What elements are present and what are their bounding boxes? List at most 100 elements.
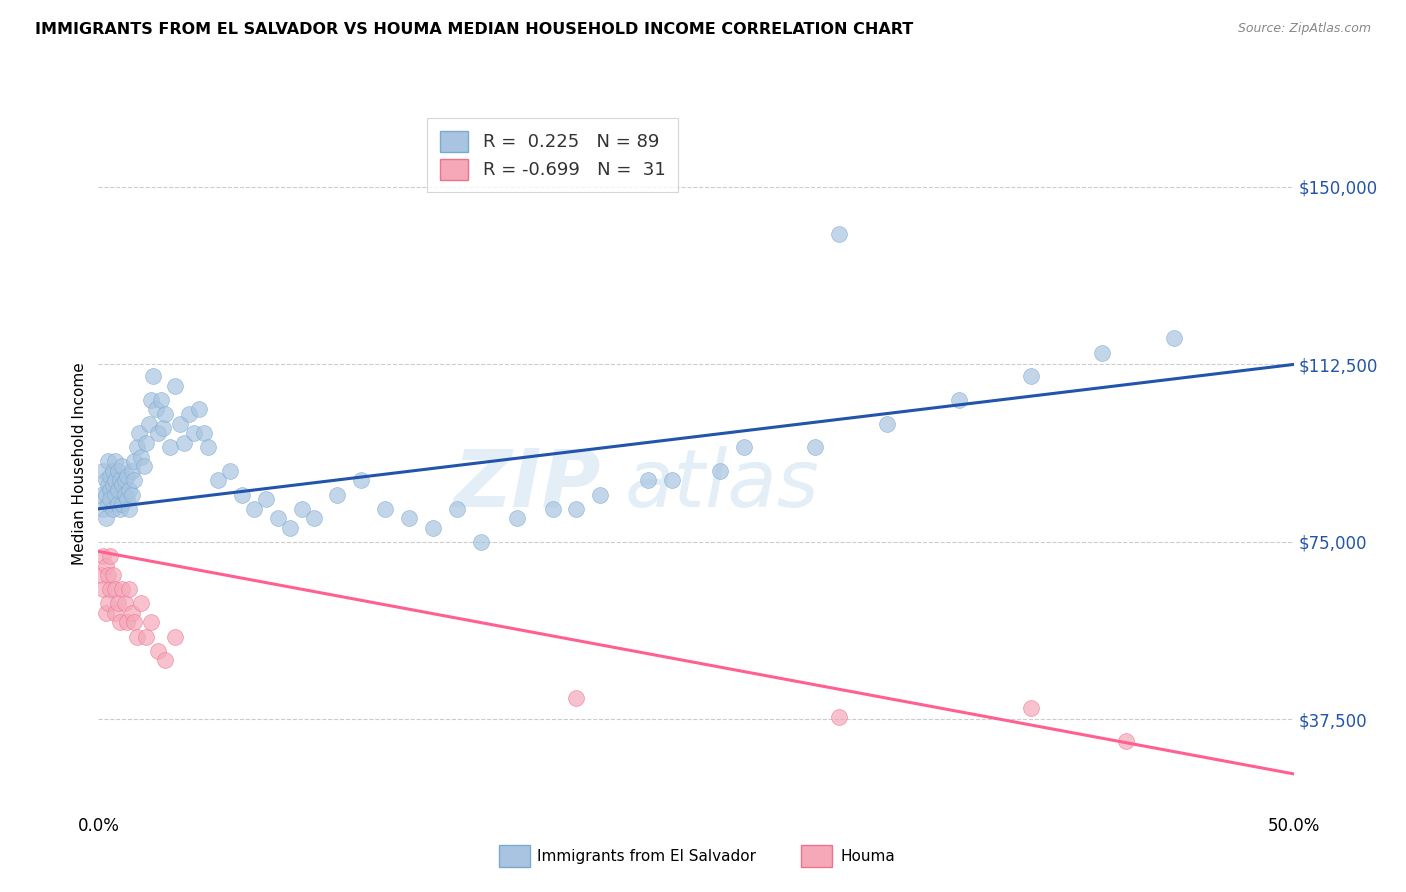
Point xyxy=(733,440,755,454)
Point xyxy=(97,478,120,492)
Point xyxy=(98,549,122,563)
Point xyxy=(128,426,150,441)
Point xyxy=(104,487,127,501)
Point xyxy=(101,478,124,492)
Point xyxy=(1163,331,1185,345)
Point xyxy=(104,454,127,468)
Point xyxy=(104,582,127,597)
Point xyxy=(231,487,253,501)
Point xyxy=(118,483,141,497)
Point xyxy=(152,421,174,435)
Point xyxy=(98,483,122,497)
Point xyxy=(90,487,112,501)
Point xyxy=(94,606,117,620)
Point xyxy=(148,426,170,441)
Point xyxy=(183,426,205,441)
Point xyxy=(709,464,731,478)
Point xyxy=(121,487,143,501)
Point xyxy=(219,464,242,478)
Point xyxy=(155,653,177,667)
Point xyxy=(124,615,146,630)
Point xyxy=(876,417,898,431)
Point xyxy=(446,501,468,516)
Point xyxy=(326,487,349,501)
Point xyxy=(111,478,134,492)
Point xyxy=(101,501,124,516)
Point xyxy=(115,615,138,630)
Text: IMMIGRANTS FROM EL SALVADOR VS HOUMA MEDIAN HOUSEHOLD INCOME CORRELATION CHART: IMMIGRANTS FROM EL SALVADOR VS HOUMA MED… xyxy=(35,22,914,37)
Point xyxy=(1019,700,1042,714)
Point xyxy=(207,474,229,488)
Point xyxy=(159,440,181,454)
Point xyxy=(197,440,219,454)
Point xyxy=(111,582,134,597)
Text: Source: ZipAtlas.com: Source: ZipAtlas.com xyxy=(1237,22,1371,36)
Point xyxy=(138,417,160,431)
Point xyxy=(98,468,122,483)
Point xyxy=(125,630,148,644)
Point xyxy=(1091,345,1114,359)
Point xyxy=(948,392,970,407)
Point xyxy=(1115,733,1137,747)
Point xyxy=(135,630,157,644)
Point xyxy=(94,487,117,501)
Point xyxy=(422,521,444,535)
Point xyxy=(637,474,659,488)
Point xyxy=(121,606,143,620)
Point xyxy=(193,426,215,441)
Point xyxy=(91,501,114,516)
Point xyxy=(101,568,124,582)
Point xyxy=(97,454,120,468)
Point xyxy=(135,435,157,450)
Point xyxy=(506,511,529,525)
Point xyxy=(125,440,148,454)
Point xyxy=(142,369,165,384)
Point xyxy=(565,691,588,706)
Point xyxy=(115,468,138,483)
Point xyxy=(148,644,170,658)
Point xyxy=(179,407,201,421)
Point xyxy=(470,535,492,549)
Point xyxy=(302,511,325,525)
Point xyxy=(115,492,138,507)
Point xyxy=(111,459,134,474)
Point xyxy=(108,474,131,488)
Point xyxy=(107,464,129,478)
Point xyxy=(374,501,396,516)
Point xyxy=(91,582,114,597)
Point xyxy=(132,459,155,474)
Point xyxy=(173,435,195,450)
Text: Immigrants from El Salvador: Immigrants from El Salvador xyxy=(537,849,756,863)
Point xyxy=(139,615,162,630)
Point xyxy=(118,501,141,516)
Point xyxy=(107,497,129,511)
Point xyxy=(350,474,373,488)
Point xyxy=(107,597,129,611)
Point xyxy=(124,454,146,468)
Point xyxy=(290,501,312,516)
Point xyxy=(97,497,120,511)
Point xyxy=(169,417,191,431)
Point xyxy=(565,501,588,516)
Point xyxy=(114,487,136,501)
Point xyxy=(139,392,162,407)
Point xyxy=(108,615,131,630)
Point xyxy=(94,511,117,525)
Point xyxy=(187,402,209,417)
Point xyxy=(121,464,143,478)
Point xyxy=(163,630,186,644)
Point xyxy=(91,549,114,563)
Point xyxy=(90,568,112,582)
Point xyxy=(541,501,564,516)
Point xyxy=(131,597,153,611)
Text: atlas: atlas xyxy=(624,446,820,524)
Point xyxy=(828,227,851,242)
Point xyxy=(94,474,117,488)
Point xyxy=(98,492,122,507)
Point xyxy=(124,474,146,488)
Y-axis label: Median Household Income: Median Household Income xyxy=(72,362,87,566)
Point xyxy=(114,597,136,611)
Point xyxy=(101,464,124,478)
Point xyxy=(661,474,683,488)
Point xyxy=(243,501,266,516)
